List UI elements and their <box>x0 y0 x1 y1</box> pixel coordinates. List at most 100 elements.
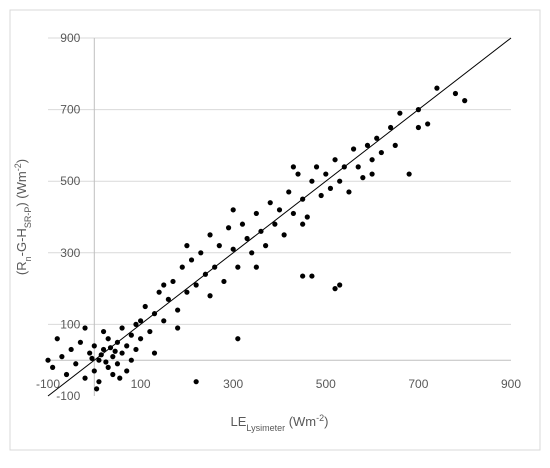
point <box>230 246 236 252</box>
point <box>54 336 60 342</box>
point <box>175 325 181 331</box>
point <box>179 264 185 270</box>
point <box>462 98 468 104</box>
point <box>327 185 334 191</box>
point <box>133 346 139 353</box>
point <box>364 142 371 148</box>
point <box>45 357 51 363</box>
point <box>193 379 199 385</box>
point <box>175 307 181 313</box>
point <box>272 221 278 227</box>
point <box>392 142 398 148</box>
point <box>105 364 111 370</box>
point <box>82 325 88 331</box>
point <box>253 264 259 270</box>
point <box>147 328 153 335</box>
point <box>300 196 306 202</box>
point <box>170 278 176 285</box>
point <box>91 343 97 349</box>
point <box>350 146 357 152</box>
point <box>50 364 56 370</box>
y-axis-title: (Rn-G-HSR-P) (Wm-2) <box>13 159 33 275</box>
point <box>313 164 320 170</box>
point <box>212 264 218 270</box>
point <box>151 311 158 317</box>
y-tick-label: 500 <box>60 174 80 188</box>
point <box>276 207 283 213</box>
point <box>142 303 148 310</box>
point <box>434 85 440 91</box>
point <box>225 225 232 231</box>
point <box>138 336 144 342</box>
point <box>369 171 375 177</box>
point <box>244 235 250 242</box>
point <box>156 289 162 295</box>
point <box>300 221 306 227</box>
point <box>165 296 171 302</box>
y-tick-label: 300 <box>60 246 80 260</box>
point <box>119 350 125 356</box>
point <box>112 348 118 354</box>
point <box>59 354 65 360</box>
point <box>309 273 315 279</box>
point <box>388 124 394 131</box>
point <box>337 178 343 184</box>
point <box>151 350 158 356</box>
y-axis-title-part: SR-P <box>23 207 33 229</box>
point <box>263 243 269 249</box>
point <box>82 375 88 381</box>
point <box>253 210 259 217</box>
point <box>415 107 421 113</box>
x-axis-title-part: (Wm <box>285 414 316 429</box>
point <box>138 318 144 324</box>
point <box>103 359 109 365</box>
point <box>110 354 116 360</box>
x-tick-label: 900 <box>501 377 521 391</box>
point <box>374 135 380 141</box>
point <box>452 90 459 97</box>
point <box>369 157 375 163</box>
x-tick-label: 500 <box>316 377 336 391</box>
point <box>184 243 190 249</box>
point <box>207 293 213 299</box>
point <box>91 368 97 374</box>
point <box>117 375 123 381</box>
point <box>300 273 306 279</box>
point <box>114 361 121 367</box>
point <box>98 352 104 358</box>
point <box>100 346 107 353</box>
point <box>309 178 315 184</box>
point <box>124 368 130 374</box>
point <box>128 332 134 338</box>
identity-line <box>47 37 512 397</box>
point <box>202 271 209 277</box>
point <box>188 257 195 263</box>
point <box>124 343 130 349</box>
y-tick-label: 700 <box>60 103 80 117</box>
x-tick-label: 700 <box>408 377 428 391</box>
y-axis-title-part: n <box>23 256 33 261</box>
point <box>286 189 292 195</box>
y-tick-label: 900 <box>60 31 80 45</box>
x-axis-title-part: Lysimeter <box>246 423 285 433</box>
point <box>96 379 102 385</box>
point <box>281 232 287 238</box>
point <box>63 371 70 378</box>
point <box>96 357 102 363</box>
point <box>239 221 246 227</box>
point <box>425 121 431 127</box>
point <box>355 164 361 170</box>
point <box>114 339 121 345</box>
x-tick-label: -100 <box>36 377 60 391</box>
point <box>73 361 79 367</box>
point <box>87 350 93 356</box>
point <box>332 157 338 163</box>
point <box>406 171 412 177</box>
point <box>94 386 100 392</box>
point <box>110 371 116 378</box>
point <box>68 346 74 353</box>
x-tick-label: 100 <box>131 377 151 391</box>
y-axis-title-part: ) <box>14 159 29 163</box>
point <box>290 164 296 170</box>
